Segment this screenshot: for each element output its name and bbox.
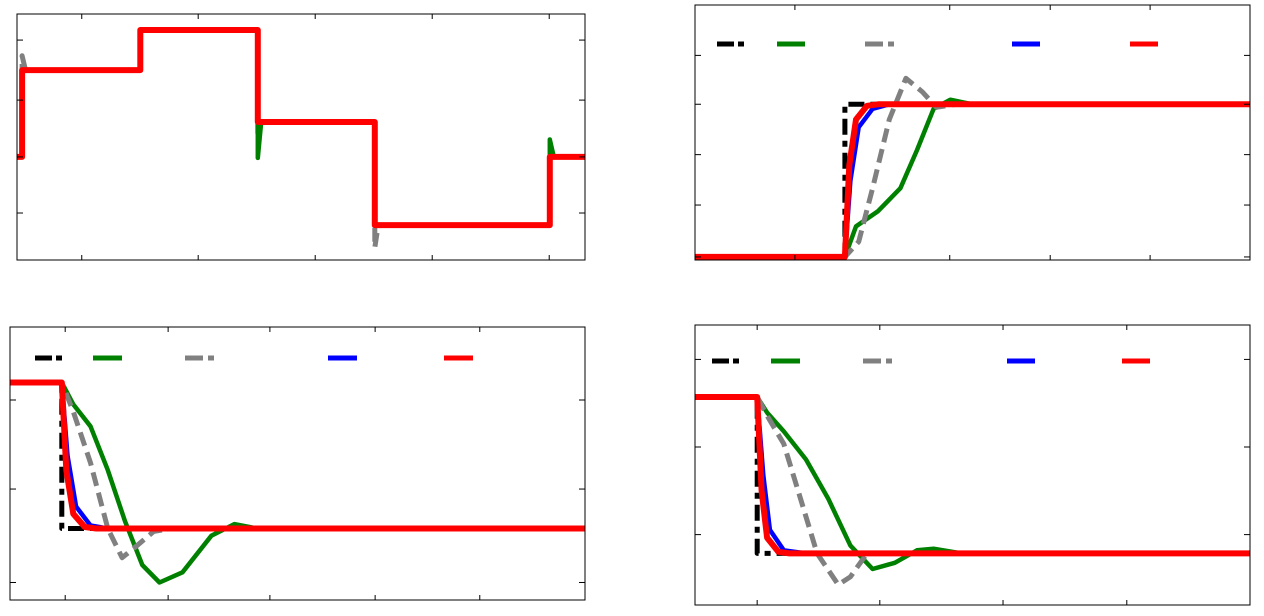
- series-line-green: [695, 394, 1250, 572]
- series-line-blue: [10, 380, 183, 531]
- series-line-red: [695, 101, 1250, 260]
- series-line-gray: [10, 380, 240, 561]
- series-line-reference: [17, 27, 585, 228]
- series-line-gray: [695, 75, 1028, 260]
- series-line-reference: [10, 380, 97, 531]
- subplot-4: [694, 324, 1251, 606]
- series-line-green: [695, 97, 1250, 260]
- axes-frame: [694, 4, 1251, 261]
- series-line-red: [17, 27, 585, 229]
- series-line-reference: [695, 394, 795, 556]
- series-line-green: [17, 27, 585, 228]
- series-line-blue: [695, 394, 862, 556]
- axes-frame: [9, 326, 586, 601]
- subplot-3: [9, 326, 586, 601]
- series-line-green: [10, 380, 585, 585]
- subplot-2: [694, 4, 1251, 261]
- series-line-gray: [695, 394, 917, 588]
- axes-frame: [694, 324, 1251, 606]
- axes-frame: [16, 13, 586, 261]
- series-line-gray: [17, 27, 585, 251]
- series-line-red: [695, 394, 1250, 557]
- series-line-red: [10, 379, 585, 532]
- subplot-1: [16, 13, 586, 261]
